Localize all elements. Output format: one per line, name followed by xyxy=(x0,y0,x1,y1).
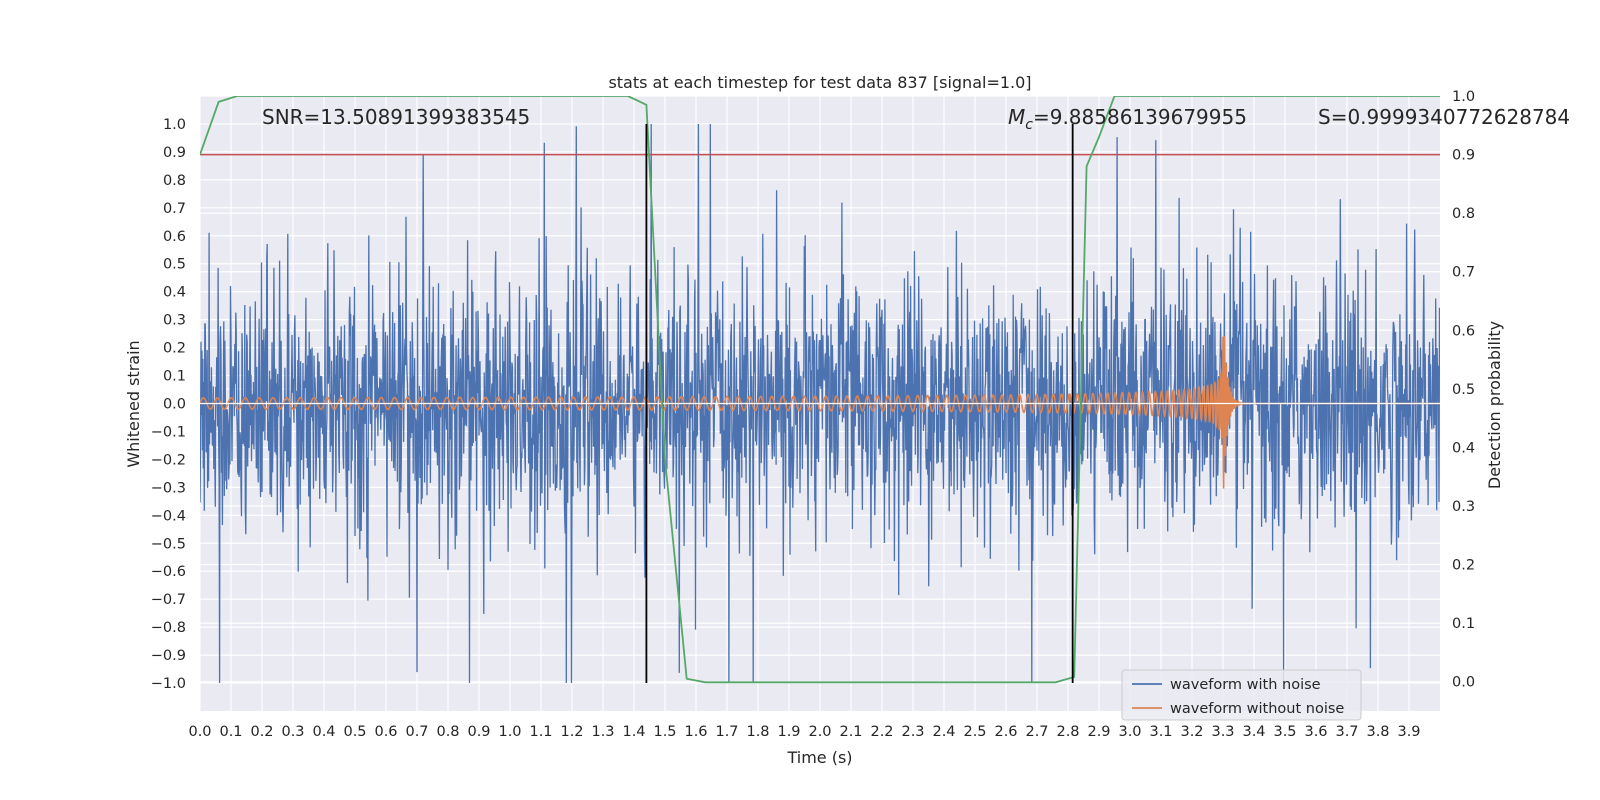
x-tick-label: 3.5 xyxy=(1273,724,1296,740)
x-tick-label: 0.6 xyxy=(374,724,397,740)
x-tick-label: 2.5 xyxy=(963,724,986,740)
x-tick-label: 3.3 xyxy=(1211,724,1234,740)
x-tick-label: 2.6 xyxy=(994,724,1017,740)
y2-axis-label: Detection probability xyxy=(1485,321,1504,489)
x-tick-label: 1.6 xyxy=(684,724,707,740)
series-layer xyxy=(200,96,1440,684)
x-tick-label: 3.1 xyxy=(1149,724,1172,740)
y-tick-label: −0.7 xyxy=(151,592,186,608)
legend-noisy-label: waveform with noise xyxy=(1170,677,1321,693)
x-tick-label: 1.7 xyxy=(715,724,738,740)
x-tick-labels: 0.0 0.1 0.2 0.3 0.4 0.5 0.6 0.7 0.8 0.9 1.0 1.1 1.2 1… xyxy=(188,724,1420,740)
x-tick-label: 2.7 xyxy=(1025,724,1048,740)
y-tick-label: 1.0 xyxy=(163,117,186,133)
y-tick-label: −1.0 xyxy=(151,676,186,692)
y-tick-label: −0.6 xyxy=(151,564,186,580)
y-tick-label: 0.9 xyxy=(163,145,186,161)
x-tick-label: 0.7 xyxy=(405,724,428,740)
chart-title: stats at each timestep for test data 837… xyxy=(608,73,1031,92)
x-tick-label: 0.0 xyxy=(188,724,211,740)
chirp-mass-subscript: c xyxy=(1025,117,1033,133)
chirp-mass-value: =9.88586139679955 xyxy=(1033,105,1247,129)
y-tick-labels: 1.0 0.9 0.8 0.7 0.6 0.5 0.4 0.3 0.2 0.1 0.0 −0.1 −0.… xyxy=(151,117,186,692)
y2-tick-label: 0.6 xyxy=(1452,323,1475,339)
y2-tick-label: 0.9 xyxy=(1452,148,1475,164)
clean-waveform-line xyxy=(200,336,1440,489)
x-tick-label: 1.4 xyxy=(622,724,645,740)
x-tick-label: 1.9 xyxy=(777,724,800,740)
x-tick-label: 0.2 xyxy=(250,724,273,740)
y-tick-label: −0.1 xyxy=(151,424,186,440)
x-tick-label: 0.5 xyxy=(343,724,366,740)
y-tick-label: −0.2 xyxy=(151,452,186,468)
y-tick-label: 0.5 xyxy=(163,257,186,273)
x-tick-label: 0.4 xyxy=(312,724,335,740)
y-tick-label: 0.0 xyxy=(163,397,186,413)
x-tick-label: 0.9 xyxy=(467,724,490,740)
y2-tick-label: 0.4 xyxy=(1452,440,1475,456)
y-tick-label: −0.5 xyxy=(151,536,186,552)
y2-tick-label: 0.2 xyxy=(1452,558,1475,574)
x-tick-label: 3.9 xyxy=(1397,724,1420,740)
x-tick-label: 1.0 xyxy=(498,724,521,740)
y2-tick-label: 0.5 xyxy=(1452,382,1475,398)
x-tick-label: 1.8 xyxy=(746,724,769,740)
chirp-mass-annotation: Mc=9.88586139679955 xyxy=(1008,105,1247,133)
x-tick-label: 2.4 xyxy=(932,724,955,740)
s-annotation: S=0.9999340772628784 xyxy=(1318,105,1570,129)
x-tick-label: 1.3 xyxy=(591,724,614,740)
y2-tick-label: 0.7 xyxy=(1452,265,1475,281)
x-tick-label: 2.3 xyxy=(901,724,924,740)
y-tick-label: 0.4 xyxy=(163,285,186,301)
x-tick-label: 2.2 xyxy=(870,724,893,740)
x-tick-label: 3.6 xyxy=(1304,724,1327,740)
x-tick-label: 3.7 xyxy=(1335,724,1358,740)
y2-tick-label: 0.1 xyxy=(1452,616,1475,632)
y-tick-label: −0.9 xyxy=(151,648,186,664)
x-tick-label: 3.2 xyxy=(1180,724,1203,740)
y-tick-label: 0.2 xyxy=(163,341,186,357)
x-tick-label: 1.1 xyxy=(529,724,552,740)
snr-annotation: SNR=13.50891399383545 xyxy=(262,105,530,129)
y-tick-label: 0.1 xyxy=(163,369,186,385)
x-tick-label: 0.8 xyxy=(436,724,459,740)
chirp-mass-symbol: M xyxy=(1008,105,1025,129)
x-tick-label: 1.5 xyxy=(653,724,676,740)
y-tick-label: 0.6 xyxy=(163,229,186,245)
x-tick-label: 0.1 xyxy=(219,724,242,740)
y-tick-label: −0.3 xyxy=(151,480,186,496)
x-tick-label: 3.8 xyxy=(1366,724,1389,740)
y-tick-label: 0.8 xyxy=(163,173,186,189)
x-tick-label: 2.8 xyxy=(1056,724,1079,740)
y-tick-label: 0.7 xyxy=(163,201,186,217)
x-axis-label: Time (s) xyxy=(786,748,852,767)
x-tick-label: 1.2 xyxy=(560,724,583,740)
x-tick-label: 2.0 xyxy=(808,724,831,740)
legend-box xyxy=(1121,669,1362,721)
y-axis-label: Whitened strain xyxy=(124,340,143,467)
y2-tick-label: 1.0 xyxy=(1452,89,1475,105)
y2-tick-labels: 1.0 0.9 0.8 0.7 0.6 0.5 0.4 0.3 0.2 0.1 0.0 xyxy=(1452,89,1475,691)
overlay-layer xyxy=(645,123,1074,684)
legend: waveform with noise waveform without noi… xyxy=(1121,669,1362,721)
x-tick-label: 2.9 xyxy=(1087,724,1110,740)
y-tick-label: −0.8 xyxy=(151,620,186,636)
y2-tick-label: 0.0 xyxy=(1452,675,1475,691)
x-tick-label: 2.1 xyxy=(839,724,862,740)
y2-tick-label: 0.3 xyxy=(1452,499,1475,515)
y2-tick-label: 0.8 xyxy=(1452,206,1475,222)
y-tick-label: 0.3 xyxy=(163,313,186,329)
x-tick-label: 3.4 xyxy=(1242,724,1265,740)
detection-probability-line xyxy=(200,96,1440,684)
x-tick-label: 0.3 xyxy=(281,724,304,740)
x-tick-label: 3.0 xyxy=(1118,724,1141,740)
legend-clean-label: waveform without noise xyxy=(1170,701,1344,717)
y-tick-label: −0.4 xyxy=(151,508,186,524)
noisy-waveform-line xyxy=(200,123,1440,684)
